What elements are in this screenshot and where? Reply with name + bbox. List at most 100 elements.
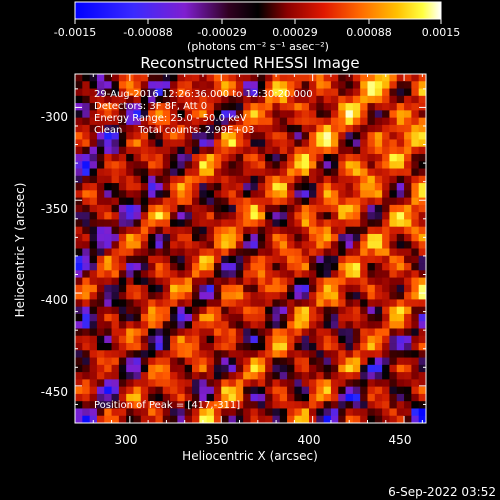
heatmap-cell	[177, 212, 186, 220]
heatmap-cell	[162, 103, 171, 111]
heatmap-cell	[418, 372, 426, 380]
heatmap-cell	[104, 153, 112, 162]
heatmap-cell	[294, 204, 303, 213]
heatmap-cell	[294, 168, 303, 177]
heatmap-cell	[352, 88, 361, 97]
heatmap-cell	[243, 212, 251, 220]
heatmap-cell	[360, 95, 368, 104]
heatmap-cell	[323, 306, 332, 315]
heatmap-cell	[287, 313, 295, 322]
heatmap-cell	[272, 270, 281, 278]
heatmap-cell	[111, 197, 120, 206]
heatmap-cell	[382, 183, 390, 191]
heatmap-cell	[104, 110, 112, 119]
heatmap-cell	[316, 321, 325, 329]
heatmap-cell	[411, 284, 420, 293]
heatmap-cell	[133, 212, 142, 220]
heatmap-cell	[257, 153, 266, 162]
heatmap-cell	[382, 241, 390, 249]
heatmap-cell	[148, 212, 156, 220]
heatmap-cell	[96, 386, 105, 395]
heatmap-cell	[265, 81, 273, 89]
heatmap-cell	[272, 299, 281, 308]
colorbar-tick-label: 0.00088	[346, 26, 392, 39]
heatmap-cell	[170, 183, 178, 191]
heatmap-cell	[345, 248, 354, 257]
heatmap-cell	[89, 335, 98, 344]
heatmap-cell	[272, 335, 281, 344]
heatmap-cell	[184, 190, 193, 198]
heatmap-cell	[170, 379, 178, 388]
heatmap-cell	[192, 204, 200, 213]
heatmap-cell	[199, 132, 208, 140]
heatmap-cell	[104, 313, 112, 322]
heatmap-cell	[221, 233, 229, 242]
heatmap-cell	[294, 270, 303, 278]
heatmap-cell	[199, 161, 208, 169]
heatmap-cell	[228, 183, 237, 191]
heatmap-cell	[404, 386, 412, 395]
heatmap-cell	[133, 168, 142, 177]
heatmap-cell	[396, 81, 405, 89]
heatmap-cell	[279, 197, 288, 206]
heatmap-cell	[265, 161, 273, 169]
heatmap-cell	[155, 386, 164, 395]
heatmap-cell	[279, 270, 288, 278]
heatmap-cell	[199, 212, 208, 220]
heatmap-cell	[345, 190, 354, 198]
heatmap-cell	[338, 364, 346, 373]
heatmap-cell	[250, 124, 259, 133]
heatmap-cell	[111, 292, 120, 300]
heatmap-cell	[360, 161, 368, 169]
heatmap-cell	[360, 226, 368, 235]
heatmap-cell	[126, 401, 134, 409]
heatmap-cell	[279, 401, 288, 409]
heatmap-cell	[206, 313, 215, 322]
heatmap-cell	[184, 241, 193, 249]
heatmap-cell	[294, 146, 303, 155]
heatmap-cell	[374, 343, 383, 351]
heatmap-cell	[338, 335, 346, 344]
heatmap-cell	[199, 139, 208, 148]
heatmap-cell	[279, 161, 288, 169]
heatmap-cell	[82, 299, 91, 308]
heatmap-cell	[75, 212, 83, 220]
heatmap-cell	[374, 364, 383, 373]
heatmap-cell	[221, 255, 229, 264]
heatmap-cell	[111, 219, 120, 228]
heatmap-cell	[374, 313, 383, 322]
heatmap-cell	[411, 292, 420, 300]
heatmap-cell	[265, 292, 273, 300]
heatmap-cell	[352, 248, 361, 257]
heatmap-cell	[162, 139, 171, 148]
heatmap-cell	[294, 299, 303, 308]
heatmap-cell	[360, 153, 368, 162]
heatmap-cell	[396, 110, 405, 119]
plot-frame	[74, 73, 427, 424]
heatmap-cell	[192, 241, 200, 249]
heatmap-cell	[352, 175, 361, 184]
heatmap-cell	[89, 372, 98, 380]
heatmap-cell	[418, 364, 426, 373]
heatmap-cell	[323, 81, 332, 89]
heatmap-cell	[309, 132, 317, 140]
heatmap-cell	[374, 168, 383, 177]
heatmap-cell	[345, 364, 354, 373]
heatmap-cell	[126, 88, 134, 97]
heatmap-cell	[126, 161, 134, 169]
heatmap-cell	[170, 117, 178, 126]
heatmap-cell	[228, 270, 237, 278]
heatmap-cell	[374, 306, 383, 315]
heatmap-cell	[309, 168, 317, 177]
heatmap-cell	[330, 81, 339, 89]
heatmap-cell	[89, 139, 98, 148]
heatmap-cell	[279, 88, 288, 97]
heatmap-cell	[148, 255, 156, 264]
heatmap-cell	[389, 313, 398, 322]
heatmap-cell	[382, 277, 390, 286]
heatmap-cell	[96, 357, 105, 366]
heatmap-cell	[272, 321, 281, 329]
heatmap-cell	[294, 103, 303, 111]
heatmap-cell	[243, 393, 251, 402]
heatmap-cell	[104, 270, 112, 278]
